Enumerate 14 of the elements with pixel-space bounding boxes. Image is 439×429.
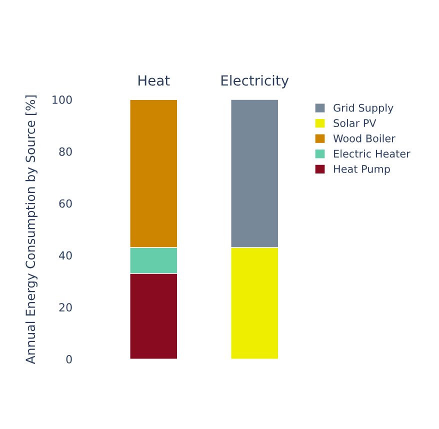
legend-label: Wood Boiler — [333, 134, 396, 142]
legend-label: Heat Pump — [334, 165, 390, 175]
y-axis-title: Annual Energy Consumption by Source [%] — [25, 95, 38, 364]
y-tick-label: 80 — [59, 147, 72, 156]
legend-label: Electric Heater — [334, 150, 410, 158]
legend-label: Solar PV — [334, 118, 376, 128]
legend-label: Grid Supply — [334, 104, 394, 114]
y-tick-label: 60 — [59, 199, 72, 208]
y-tick-label: 100 — [52, 96, 72, 104]
y-tick-label: 40 — [59, 251, 72, 260]
x-tick-label: Electricity — [221, 74, 289, 88]
x-tick-label: Heat — [138, 75, 170, 86]
y-tick-label: 20 — [59, 303, 72, 312]
y-tick-label: 0 — [66, 355, 72, 364]
